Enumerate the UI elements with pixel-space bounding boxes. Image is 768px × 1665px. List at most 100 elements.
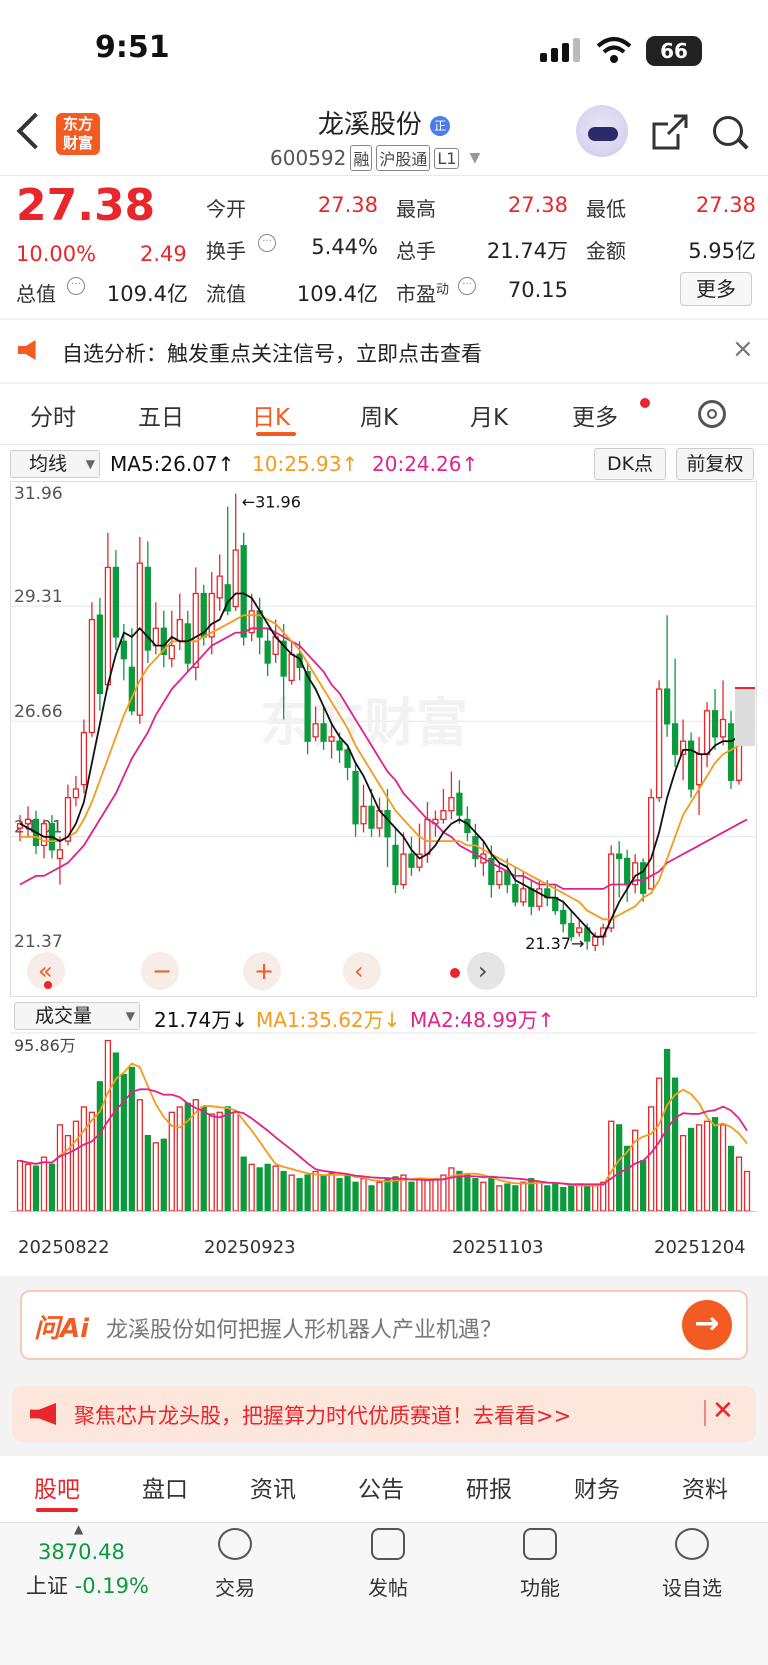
volume-bar bbox=[304, 1174, 311, 1212]
tab-intraday[interactable]: 分时 bbox=[30, 405, 76, 431]
chart-control-button[interactable] bbox=[27, 952, 65, 990]
nav-functions[interactable]: 功能 bbox=[485, 1528, 595, 1601]
gear-icon-center bbox=[707, 409, 717, 419]
info-icon[interactable]: ··· bbox=[67, 277, 85, 295]
candle-body bbox=[160, 627, 167, 655]
volume-bar bbox=[624, 1145, 631, 1212]
alert-text[interactable]: 自选分析：触发重点关注信号，立即点击查看 bbox=[62, 342, 482, 366]
nav-post-label: 发帖 bbox=[368, 1576, 408, 1600]
y-tick-label: 29.31 bbox=[14, 587, 63, 607]
close-icon[interactable]: ✕ bbox=[712, 1396, 734, 1426]
tab-news[interactable]: 资讯 bbox=[250, 1477, 296, 1503]
nav-add-watchlist-label: 设自选 bbox=[662, 1576, 722, 1600]
share-icon[interactable] bbox=[650, 112, 690, 152]
volume-bar bbox=[200, 1106, 207, 1212]
date-label: 20250822 bbox=[18, 1237, 110, 1258]
chart-control-button[interactable] bbox=[467, 952, 505, 990]
volume-bar bbox=[520, 1181, 527, 1212]
chart-control-icon: « bbox=[38, 957, 53, 985]
promo-text[interactable]: 聚焦芯片龙头股，把握算力时代优质赛道！去看看>> bbox=[74, 1404, 572, 1428]
tab-daily-k[interactable]: 日K bbox=[252, 405, 291, 431]
gear-icon[interactable] bbox=[698, 400, 726, 428]
volume-bar bbox=[136, 1099, 143, 1212]
chart-control-button[interactable] bbox=[343, 952, 381, 990]
float-cap-value: 109.4亿 bbox=[296, 282, 378, 306]
volume-label: 总手 bbox=[396, 239, 436, 263]
volume-chart[interactable]: 95.86万 bbox=[10, 1031, 757, 1231]
search-icon[interactable] bbox=[713, 116, 743, 146]
amount-label: 金额 bbox=[586, 239, 626, 263]
volume-bar bbox=[272, 1165, 279, 1212]
info-icon[interactable]: ··· bbox=[258, 234, 276, 252]
volume-bar bbox=[192, 1099, 199, 1212]
volume-bar bbox=[448, 1167, 455, 1212]
candle-body bbox=[176, 618, 183, 642]
arrow-right-icon[interactable]: → bbox=[682, 1300, 732, 1350]
more-button[interactable]: 更多 bbox=[680, 272, 752, 306]
tab-profile[interactable]: 资料 bbox=[682, 1477, 728, 1503]
kline-chart[interactable]: 31.9629.3126.6624.0121.37东方财富←31.9621.37… bbox=[10, 481, 757, 997]
last-price: 27.38 bbox=[16, 180, 156, 231]
candle-body bbox=[360, 805, 367, 825]
chart-control-button[interactable] bbox=[141, 952, 179, 990]
candle-body bbox=[440, 810, 447, 821]
chevron-down-icon[interactable]: ▼ bbox=[469, 150, 481, 166]
volume-bar bbox=[472, 1178, 479, 1212]
candle-body bbox=[80, 731, 88, 786]
candle-body bbox=[384, 810, 391, 838]
tag-level: L1 bbox=[434, 147, 460, 169]
volume-ma2-line bbox=[19, 1088, 748, 1186]
index-row[interactable]: 上证 -0.19% bbox=[26, 1570, 149, 1600]
indicator-select[interactable]: 均线 ▼ bbox=[10, 450, 100, 478]
market-cap-value: 109.4亿 bbox=[106, 282, 188, 306]
volume-select-label: 成交量 bbox=[35, 1005, 93, 1027]
dk-point-button[interactable]: DK点 bbox=[594, 448, 666, 480]
ai-question-box[interactable] bbox=[20, 1290, 748, 1360]
pe-label-text: 市盈 bbox=[396, 282, 436, 306]
volume-bar bbox=[640, 1160, 647, 1212]
tab-research[interactable]: 研报 bbox=[466, 1477, 512, 1503]
volume-indicator-select[interactable]: 成交量 ▼ bbox=[14, 1002, 140, 1030]
wifi-icon bbox=[596, 37, 632, 63]
volume-bar bbox=[48, 1163, 56, 1212]
volume-bar bbox=[376, 1181, 383, 1212]
tab-forum[interactable]: 股吧 bbox=[34, 1477, 80, 1503]
candle-body bbox=[64, 797, 72, 842]
volume-bar bbox=[488, 1178, 495, 1212]
candle-body bbox=[352, 770, 359, 825]
stock-code-row: 600592 融 沪股通 L1 ▼ bbox=[270, 145, 480, 171]
volume-bar bbox=[496, 1185, 503, 1212]
tab-more[interactable]: 更多 bbox=[572, 405, 618, 431]
tab-orderbook[interactable]: 盘口 bbox=[142, 1477, 188, 1503]
tab-five-day[interactable]: 五日 bbox=[138, 405, 184, 431]
chart-control-button[interactable] bbox=[243, 952, 281, 990]
candle-body bbox=[368, 805, 375, 829]
tab-monthly-k[interactable]: 月K bbox=[470, 405, 509, 431]
tab-announcements[interactable]: 公告 bbox=[358, 1477, 404, 1503]
nav-add-watchlist[interactable]: 设自选 bbox=[637, 1528, 747, 1601]
pe-sup: 动 bbox=[436, 282, 450, 298]
adjust-button[interactable]: 前复权 bbox=[676, 448, 754, 480]
tab-finance[interactable]: 财务 bbox=[574, 1477, 620, 1503]
notification-dot bbox=[640, 398, 650, 408]
candle-body bbox=[96, 614, 104, 695]
candle-body bbox=[56, 849, 64, 860]
volume-bar bbox=[600, 1181, 607, 1212]
volume-bar bbox=[384, 1178, 391, 1212]
volume-bar bbox=[504, 1183, 511, 1212]
chevron-up-icon[interactable]: ▲ bbox=[74, 1522, 84, 1536]
tab-weekly-k[interactable]: 周K bbox=[360, 405, 399, 431]
close-icon[interactable]: × bbox=[732, 334, 754, 364]
nav-post[interactable]: 发帖 bbox=[333, 1528, 443, 1601]
nav-trade[interactable]: 交易 bbox=[180, 1528, 290, 1601]
info-icon[interactable]: ··· bbox=[458, 277, 476, 295]
index-value[interactable]: 3870.48 bbox=[38, 1540, 125, 1564]
ma20-value: 20:24.26↑ bbox=[372, 452, 479, 476]
promo-banner[interactable] bbox=[12, 1386, 756, 1442]
volume-bar bbox=[16, 1160, 24, 1212]
volume-bar bbox=[584, 1185, 591, 1212]
candle-body bbox=[112, 566, 119, 638]
candle-body bbox=[40, 823, 48, 847]
volume-bar bbox=[648, 1106, 655, 1212]
ai-question[interactable]: 龙溪股份如何把握人形机器人产业机遇？ bbox=[106, 1318, 503, 1343]
